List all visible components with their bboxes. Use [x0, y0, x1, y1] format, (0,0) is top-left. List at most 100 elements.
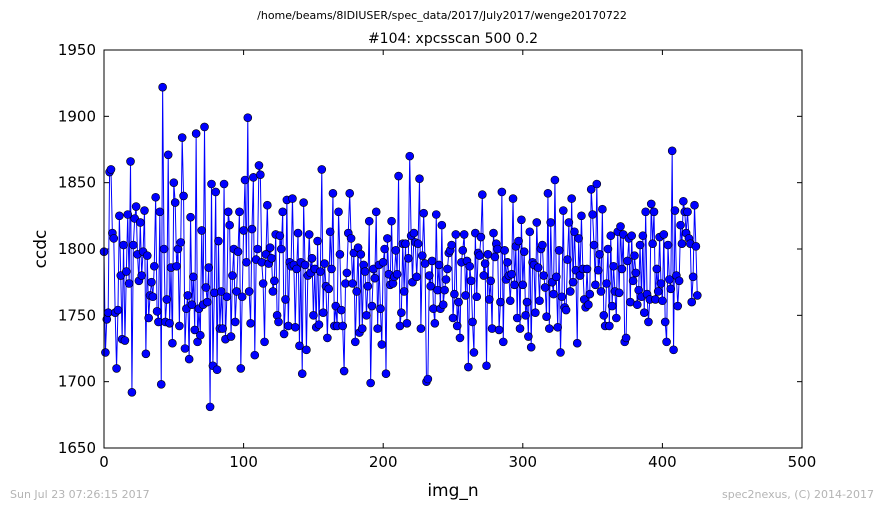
data-point — [525, 227, 535, 237]
data-point — [612, 313, 621, 323]
data-point — [123, 210, 133, 219]
data-point — [515, 324, 525, 333]
data-point — [606, 231, 616, 241]
data-point — [517, 215, 526, 225]
data-point — [669, 345, 678, 355]
data-point — [487, 324, 497, 333]
data-point — [399, 287, 409, 296]
data-point — [638, 231, 648, 241]
data-point — [556, 348, 565, 357]
data-point — [149, 261, 159, 271]
data-point — [426, 281, 435, 291]
data-point — [670, 206, 680, 215]
data-point — [512, 313, 522, 323]
data-point — [352, 287, 361, 296]
y-tick-label: 1800 — [58, 240, 96, 258]
data-point — [302, 345, 311, 355]
data-point — [387, 216, 396, 226]
data-point — [158, 82, 167, 92]
data-point — [297, 369, 307, 379]
y-tick-label: 1650 — [58, 439, 96, 457]
y-tick-label: 1900 — [58, 107, 96, 125]
data-point — [524, 332, 533, 341]
data-point — [497, 187, 507, 197]
data-point — [362, 311, 371, 320]
data-point — [337, 305, 346, 315]
data-point — [557, 292, 567, 302]
data-point — [350, 337, 360, 347]
data-point — [189, 272, 198, 282]
data-point — [191, 129, 201, 138]
data-point — [447, 240, 456, 250]
data-point — [175, 321, 184, 331]
data-point — [574, 234, 583, 243]
data-point — [641, 207, 650, 217]
y-tick-label: 1850 — [58, 174, 96, 192]
footer-timestamp: Sun Jul 23 07:26:15 2017 — [10, 488, 150, 501]
y-tick-label: 1750 — [58, 306, 96, 324]
data-point — [635, 240, 645, 250]
data-point — [614, 288, 624, 298]
data-point — [639, 308, 649, 317]
data-point — [316, 267, 325, 276]
data-point — [209, 288, 219, 298]
data-point — [186, 212, 195, 222]
data-point — [659, 230, 669, 239]
data-point — [200, 122, 209, 132]
data-point — [320, 259, 329, 268]
data-point — [364, 216, 374, 226]
data-point — [216, 287, 226, 296]
data-point — [122, 267, 131, 276]
data-point — [586, 185, 596, 194]
data-point — [592, 179, 602, 189]
data-point — [381, 369, 391, 379]
data-point — [475, 251, 484, 260]
data-point — [247, 224, 257, 234]
data-point — [533, 263, 543, 272]
data-point — [334, 207, 343, 217]
data-point — [113, 305, 123, 315]
data-point — [184, 354, 194, 364]
data-point — [314, 320, 324, 329]
data-point — [260, 337, 269, 347]
data-point — [346, 234, 356, 243]
data-point — [115, 211, 124, 221]
data-point — [545, 324, 554, 333]
data-point — [339, 366, 349, 376]
data-point — [304, 230, 314, 239]
footer-credit: spec2nexus, (C) 2014-2017 — [722, 488, 874, 501]
data-point — [589, 240, 599, 250]
x-tick-label: 100 — [229, 453, 258, 471]
data-point — [621, 333, 631, 343]
data-point — [119, 240, 128, 250]
data-point — [430, 318, 440, 328]
data-point — [459, 230, 469, 239]
data-point — [646, 199, 656, 209]
data-point — [538, 240, 547, 250]
data-point — [526, 342, 536, 352]
data-point — [278, 207, 287, 217]
data-point — [465, 261, 475, 271]
data-point — [371, 207, 381, 217]
data-point — [585, 289, 595, 299]
data-point — [546, 218, 556, 227]
data-point — [338, 321, 348, 331]
data-point — [498, 337, 508, 347]
data-point — [283, 321, 293, 331]
data-point — [236, 364, 246, 373]
data-point — [307, 253, 317, 263]
data-point — [667, 146, 677, 156]
x-tick-label: 200 — [369, 453, 398, 471]
data-point — [172, 261, 181, 271]
data-point — [267, 253, 276, 263]
data-point — [602, 279, 611, 288]
data-point — [156, 380, 166, 389]
data-point — [607, 301, 617, 311]
data-point — [691, 242, 701, 251]
data-point — [561, 305, 571, 315]
data-point — [567, 194, 576, 203]
data-point — [554, 246, 564, 255]
data-point — [568, 277, 578, 287]
data-point — [201, 283, 211, 292]
data-point — [402, 318, 412, 328]
